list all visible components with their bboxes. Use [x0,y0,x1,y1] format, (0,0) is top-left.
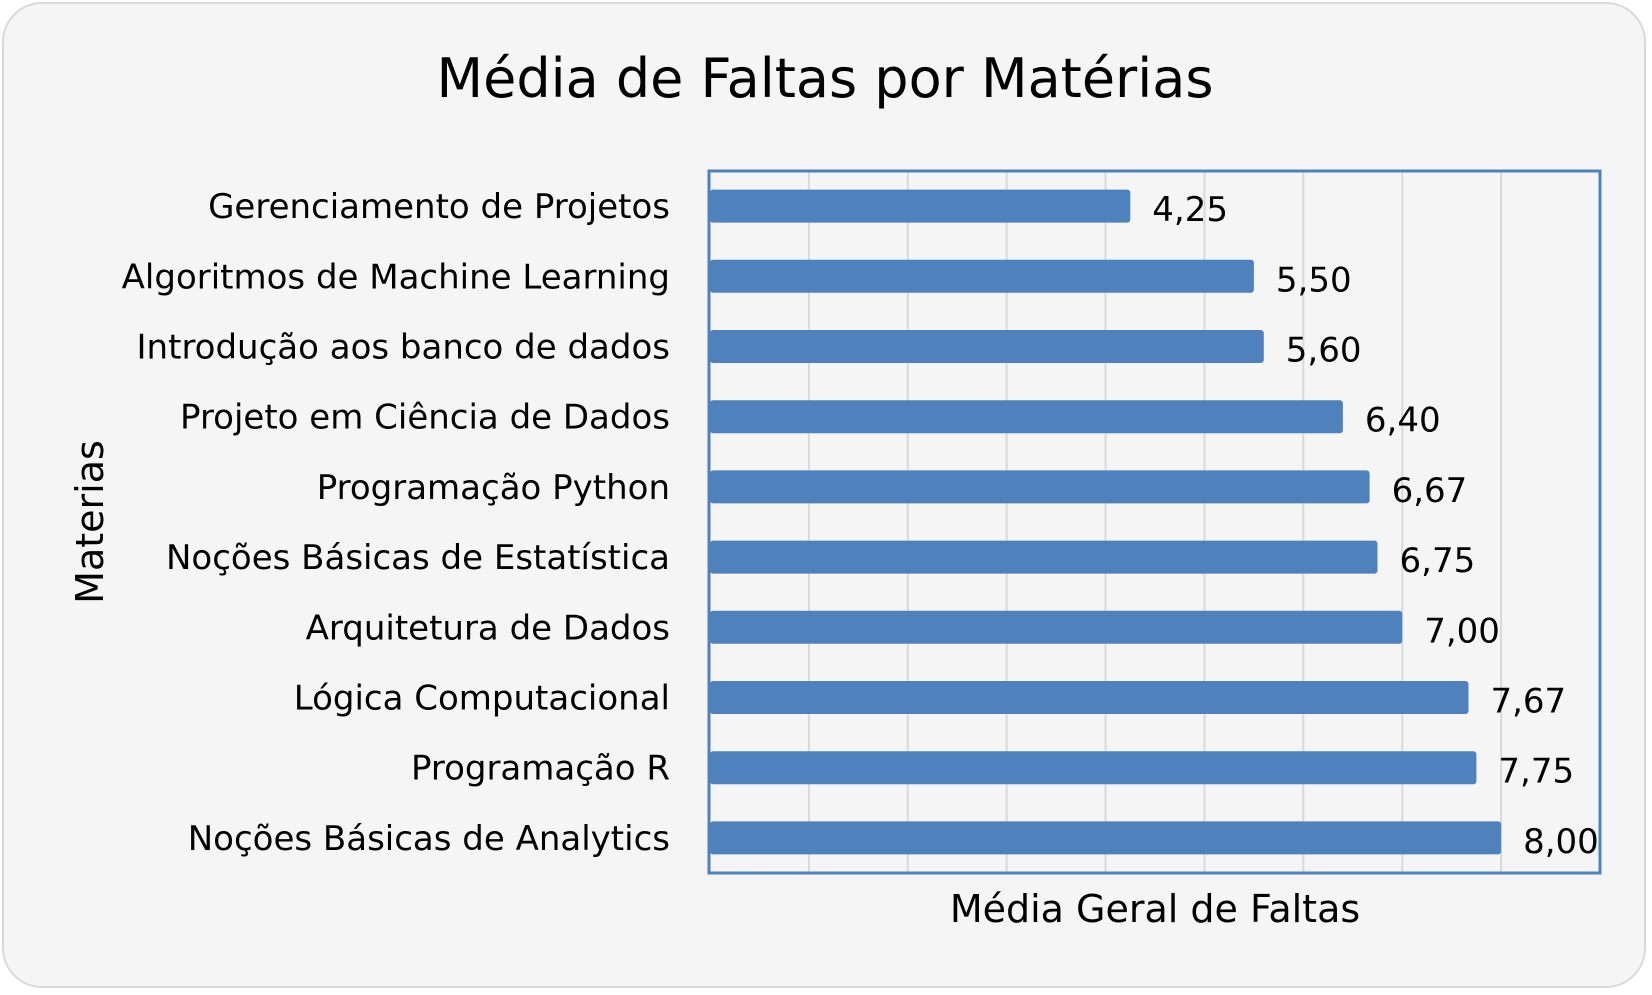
bar [710,330,1264,363]
x-axis-title: Média Geral de Faltas [950,887,1360,931]
data-label: 6,75 [1400,541,1476,581]
bar [710,751,1476,784]
data-label: 6,40 [1365,401,1441,441]
bar [710,821,1501,854]
bar [710,541,1378,574]
category-label: Introdução aos banco de dados [137,328,670,368]
y-axis-title: Materias [68,440,112,604]
category-label: Projeto em Ciência de Dados [180,398,670,438]
data-label: 6,67 [1392,471,1468,511]
category-label: Noções Básicas de Estatística [166,538,670,578]
bar [710,190,1130,223]
category-label: Programação Python [317,468,670,508]
data-label: 5,60 [1286,331,1362,371]
data-label: 7,00 [1424,611,1500,651]
chart-title: Média de Faltas por Matérias [437,47,1214,110]
bar [710,400,1343,433]
category-label: Arquitetura de Dados [306,608,670,648]
category-label: Gerenciamento de Projetos [208,187,670,227]
data-label: 4,25 [1152,190,1228,230]
bar [710,470,1370,503]
bar [710,260,1254,293]
data-label: 8,00 [1523,822,1599,862]
category-label: Noções Básicas de Analytics [188,819,670,859]
data-label: 5,50 [1276,260,1352,300]
category-labels: Gerenciamento de Projetos Algoritmos de M… [122,187,670,859]
bar [710,681,1468,714]
data-label: 7,75 [1498,752,1574,792]
bar [710,611,1402,644]
data-label: 7,67 [1490,682,1566,722]
category-label: Programação R [411,749,670,789]
category-label: Algoritmos de Machine Learning [122,257,670,297]
category-label: Lógica Computacional [294,679,670,719]
